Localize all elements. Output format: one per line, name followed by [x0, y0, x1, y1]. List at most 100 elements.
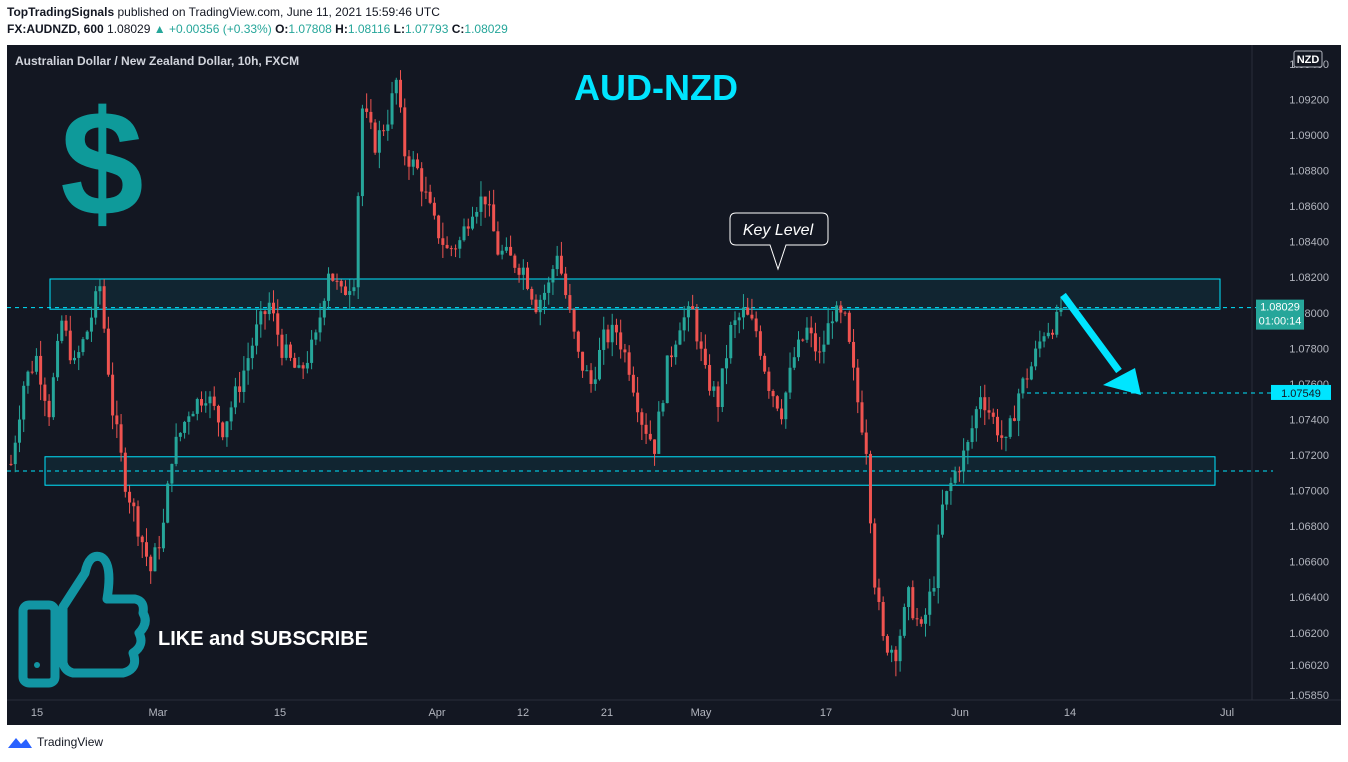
candle	[1008, 415, 1012, 439]
candle	[111, 362, 115, 430]
candle	[1059, 296, 1063, 317]
candle	[187, 411, 191, 435]
y-tick-label: 1.06600	[1289, 557, 1329, 569]
published-text: published on TradingView.com, June 11, 2…	[117, 5, 440, 19]
candle	[598, 337, 602, 381]
candle	[9, 454, 13, 466]
candle	[627, 345, 631, 381]
candle	[877, 578, 881, 611]
candle	[1017, 388, 1021, 437]
candle	[85, 330, 89, 340]
author-name[interactable]: TopTradingSignals	[7, 5, 115, 19]
candle	[68, 315, 72, 365]
target-price-tag-value: 1.07549	[1281, 388, 1321, 400]
candle	[797, 331, 800, 362]
x-tick-label: 15	[274, 707, 286, 719]
x-tick-label: 15	[31, 707, 43, 719]
candle	[555, 245, 559, 276]
candle	[352, 278, 356, 296]
symbol: FX:AUDNZD, 600	[7, 22, 104, 36]
candle	[983, 384, 987, 426]
candle	[233, 377, 237, 415]
close-label: C:	[451, 22, 465, 36]
candle	[183, 420, 187, 439]
x-tick-label: 17	[820, 707, 832, 719]
candle	[678, 322, 682, 346]
candle	[496, 221, 500, 256]
low-value: 1.07793	[405, 22, 449, 36]
candle	[39, 340, 43, 401]
candle	[729, 321, 733, 364]
candle	[661, 400, 665, 417]
candle	[682, 306, 686, 342]
y-tick-label: 1.07800	[1289, 343, 1329, 355]
candle	[212, 386, 216, 411]
candle	[318, 303, 322, 342]
key-level-callout[interactable]: Key Level	[729, 212, 829, 271]
candle	[327, 267, 331, 310]
candle	[225, 420, 229, 447]
candle	[73, 350, 77, 365]
chart-panel[interactable]: 1.094001.092001.090001.088001.086001.084…	[7, 45, 1341, 725]
candle	[1021, 376, 1025, 399]
candle	[847, 310, 851, 344]
candle	[602, 316, 606, 365]
target-price-tag: 1.07549	[1271, 384, 1331, 400]
candle	[26, 370, 30, 394]
resistance-zone[interactable]	[49, 278, 1221, 310]
candle	[479, 181, 483, 226]
candle	[255, 309, 259, 355]
candle	[513, 253, 517, 274]
candle	[890, 645, 894, 663]
candle	[458, 236, 462, 259]
candle	[149, 554, 153, 584]
dollar-icon: $	[60, 79, 143, 247]
chart-svg[interactable]: 1.094001.092001.090001.088001.086001.084…	[7, 45, 1341, 725]
last-price-tag: 1.08029 01:00:14	[1256, 299, 1304, 330]
candle	[830, 311, 834, 339]
candle	[703, 334, 707, 369]
candle	[538, 294, 542, 326]
candle	[221, 421, 225, 441]
candle	[788, 352, 792, 400]
candle	[441, 222, 445, 258]
candle	[974, 406, 978, 442]
candle	[500, 244, 504, 260]
y-tick-label: 1.08600	[1289, 201, 1329, 213]
candle	[102, 279, 106, 333]
candle	[750, 298, 754, 321]
candle	[924, 608, 928, 637]
countdown-value: 01:00:14	[1259, 316, 1302, 328]
candle	[843, 311, 847, 317]
zones-layer	[44, 278, 1221, 486]
candle	[902, 603, 906, 639]
y-tick-label: 1.06800	[1289, 521, 1329, 533]
x-tick-label: Apr	[428, 707, 445, 719]
time-axis[interactable]: 15 Mar 15 Apr 12 21 May 17 Jun 14 Jul	[31, 707, 1234, 719]
candle	[89, 306, 93, 342]
candle	[873, 518, 877, 595]
candle	[64, 315, 68, 337]
candle	[47, 394, 51, 426]
candle	[492, 189, 496, 232]
candle	[809, 316, 813, 348]
candle	[665, 355, 669, 404]
candle	[56, 333, 60, 381]
candle	[30, 360, 34, 375]
y-tick-label: 1.07000	[1289, 486, 1329, 498]
candles-layer	[9, 70, 1063, 677]
candle	[940, 489, 944, 538]
candle	[98, 279, 102, 305]
candle	[81, 336, 85, 356]
candle	[623, 343, 627, 363]
tradingview-footer[interactable]: TradingView	[7, 735, 103, 749]
candle	[521, 259, 525, 290]
candle	[119, 414, 123, 462]
y-tick-label: 1.06400	[1289, 592, 1329, 604]
candle	[970, 415, 974, 449]
candle	[1012, 405, 1016, 422]
candle	[771, 389, 775, 408]
candle	[399, 70, 403, 113]
candle	[712, 380, 716, 398]
overlay-title: AUD-NZD	[574, 67, 738, 108]
